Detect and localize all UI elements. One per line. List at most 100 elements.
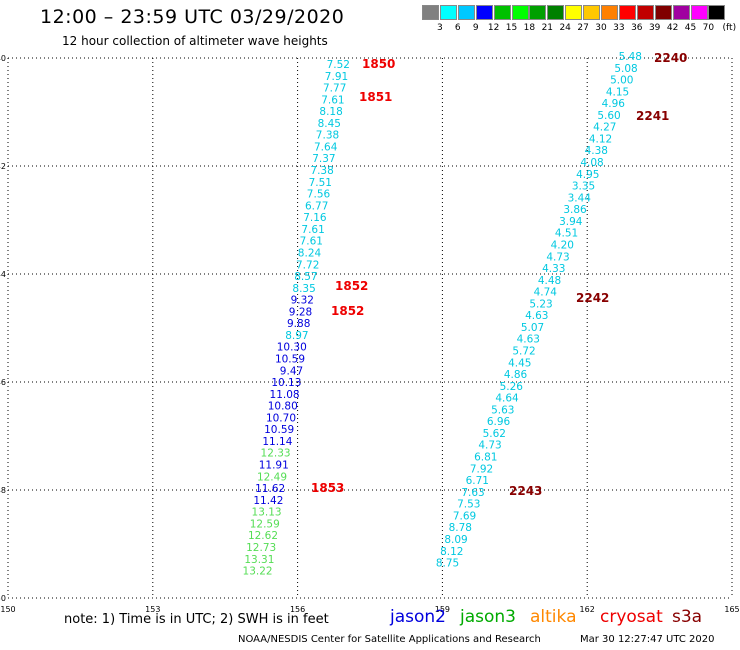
cryosat-swh-value: 12.73 (246, 542, 276, 554)
cryosat-swh-value: 7.91 (325, 71, 348, 83)
legend-label: 9 (472, 23, 479, 33)
s3a-swh-value: 4.86 (504, 369, 528, 381)
cryosat-swh-value: 10.59 (264, 424, 294, 436)
cryosat-swh-value: 12.59 (250, 518, 280, 530)
s3a-swh-value: 6.96 (487, 416, 511, 428)
satellite-name-s3a: s3a (672, 607, 703, 627)
s3a-swh-value: 4.33 (542, 263, 565, 275)
cryosat-swh-value: 7.38 (316, 130, 339, 142)
s3a-swh-value: 8.12 (440, 546, 463, 558)
legend-swatch (618, 5, 636, 20)
y-tick-label: -40 (0, 54, 6, 63)
s3a-swh-value: 5.26 (500, 381, 524, 393)
legend-label: 12 (487, 23, 500, 33)
legend-label: 24 (559, 23, 571, 33)
s3a-swh-value: 4.95 (576, 169, 599, 181)
s3a-swh-value: 4.20 (551, 239, 574, 251)
cryosat-swh-value: 6.77 (305, 200, 328, 212)
cryosat-swh-value: 7.77 (323, 83, 346, 95)
s3a-swh-value: 4.12 (589, 133, 612, 145)
footer-credit: NOAA/NESDIS Center for Satellite Applica… (238, 634, 541, 645)
s3a-swh-value: 5.23 (529, 298, 552, 310)
s3a-time-label: 2243 (509, 484, 542, 498)
legend-swatch (672, 5, 690, 20)
legend-swatch (601, 5, 618, 20)
legend-label: 15 (505, 23, 518, 33)
s3a-swh-value: 5.48 (619, 51, 642, 63)
legend-label: 27 (577, 23, 589, 33)
cryosat-swh-value: 9.88 (287, 318, 310, 330)
x-tick-label: 150 (0, 605, 15, 614)
s3a-swh-value: 6.81 (474, 452, 497, 464)
s3a-swh-value: 4.38 (585, 145, 608, 157)
cryosat-swh-value: 8.57 (294, 271, 317, 283)
x-tick-label: 153 (145, 605, 160, 614)
map-grid (7, 57, 733, 599)
cryosat-swh-value: 7.72 (296, 259, 319, 271)
legend-swatch (493, 5, 511, 20)
cryosat-swh-value: 8.97 (285, 330, 308, 342)
note-text: note: 1) Time is in UTC; 2) SWH is in fe… (64, 612, 329, 627)
legend-swatch (529, 5, 547, 20)
s3a-swh-value: 6.71 (466, 475, 489, 487)
s3a-swh-value: 8.78 (449, 522, 472, 534)
track-values: 7.527.917.777.618.188.457.387.647.377.38… (243, 51, 688, 578)
s3a-swh-value: 7.69 (453, 510, 476, 522)
x-tick-label: 165 (724, 605, 739, 614)
cryosat-swh-value: 12.62 (248, 530, 278, 542)
cryosat-time-label: 1852 (335, 279, 368, 293)
legend-swatch (636, 5, 654, 20)
cryosat-swh-value: 12.49 (257, 471, 287, 483)
s3a-swh-value: 7.92 (470, 463, 493, 475)
s3a-time-label: 2242 (576, 291, 609, 305)
cryosat-swh-value: 8.18 (319, 106, 342, 118)
s3a-swh-value: 4.45 (508, 357, 531, 369)
cryosat-swh-value: 10.59 (275, 354, 305, 366)
s3a-swh-value: 4.08 (580, 157, 603, 169)
cryosat-swh-value: 7.61 (301, 224, 324, 236)
cryosat-swh-value: 11.91 (259, 460, 289, 472)
legend-label: 3 (437, 23, 443, 33)
satellite-name-altika: altika (530, 607, 577, 627)
legend-swatch (654, 5, 672, 20)
cryosat-swh-value: 13.22 (243, 566, 273, 578)
cryosat-time-label: 1851 (359, 90, 392, 104)
cryosat-swh-value: 13.31 (244, 554, 274, 566)
legend-label: 70 (702, 23, 715, 33)
s3a-time-label: 2240 (654, 51, 687, 65)
s3a-swh-value: 4.73 (478, 440, 501, 452)
cryosat-swh-value: 10.80 (268, 401, 298, 413)
s3a-swh-value: 4.64 (495, 393, 519, 405)
s3a-swh-value: 4.48 (538, 275, 561, 287)
satellite-name-jason3: jason3 (460, 607, 516, 627)
legend-swatch (422, 5, 439, 20)
cryosat-swh-value: 9.32 (291, 295, 314, 307)
legend-label: 39 (648, 23, 661, 33)
cryosat-swh-value: 13.13 (252, 507, 282, 519)
legend-swatch (565, 5, 583, 20)
cryosat-swh-value: 7.61 (300, 236, 323, 248)
cryosat-swh-value: 9.28 (289, 306, 312, 318)
y-tick-label: -50 (0, 594, 6, 603)
legend-label: 6 (454, 23, 461, 33)
satellite-name-jason2: jason2 (390, 607, 446, 627)
x-tick-label: 156 (290, 605, 305, 614)
cryosat-swh-value: 7.56 (307, 189, 331, 201)
s3a-swh-value: 5.07 (521, 322, 544, 334)
cryosat-swh-value: 11.08 (270, 389, 300, 401)
s3a-swh-value: 3.35 (572, 181, 595, 193)
legend-swatch (708, 5, 726, 20)
cryosat-swh-value: 9.47 (280, 365, 303, 377)
s3a-swh-value: 5.08 (614, 63, 637, 75)
s3a-swh-value: 4.74 (534, 287, 558, 299)
legend-label: 42 (666, 23, 679, 33)
legend-label: 33 (613, 23, 625, 33)
legend-unit: (ft) (722, 23, 737, 33)
cryosat-swh-value: 11.62 (255, 483, 285, 495)
legend-swatch (511, 5, 529, 20)
cryosat-swh-value: 11.42 (253, 495, 283, 507)
s3a-swh-value: 4.51 (555, 228, 578, 240)
cryosat-swh-value: 8.45 (318, 118, 341, 130)
s3a-swh-value: 4.15 (606, 86, 629, 98)
